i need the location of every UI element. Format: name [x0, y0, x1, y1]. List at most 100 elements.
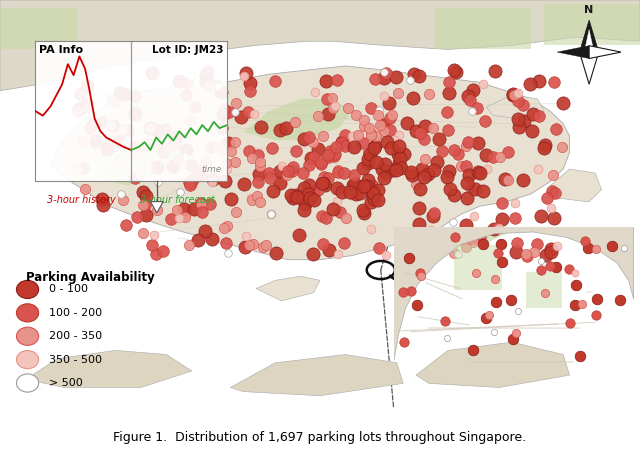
Point: [268, 187, 278, 194]
Point: [203, 67, 213, 75]
Point: [513, 308, 524, 315]
Point: [448, 218, 458, 225]
Point: [328, 206, 338, 213]
Point: [226, 148, 236, 155]
Point: [419, 156, 429, 163]
Point: [248, 241, 259, 248]
Point: [120, 141, 130, 148]
Point: [173, 155, 183, 163]
Point: [77, 137, 87, 145]
Point: [355, 184, 365, 191]
Point: [145, 125, 156, 132]
Point: [508, 336, 518, 343]
Point: [362, 182, 372, 189]
Point: [287, 167, 297, 174]
Point: [545, 262, 555, 269]
Point: [449, 67, 459, 74]
Point: [511, 249, 522, 256]
Polygon shape: [230, 355, 403, 396]
Point: [123, 126, 133, 133]
Point: [318, 241, 328, 248]
Point: [478, 188, 488, 195]
Point: [72, 165, 82, 172]
Point: [298, 195, 308, 202]
Point: [366, 131, 376, 139]
Point: [551, 125, 561, 133]
Point: [88, 120, 99, 127]
Point: [514, 124, 524, 131]
Text: 100 - 200: 100 - 200: [49, 308, 102, 318]
Point: [110, 98, 120, 106]
Text: N: N: [584, 5, 594, 15]
Point: [201, 77, 211, 84]
Point: [355, 189, 365, 197]
Point: [412, 301, 422, 308]
Point: [82, 104, 92, 111]
Point: [106, 136, 116, 143]
Point: [461, 142, 471, 149]
Point: [333, 166, 344, 173]
Point: [196, 171, 206, 178]
Point: [406, 169, 417, 176]
Point: [444, 167, 454, 174]
Point: [363, 176, 373, 183]
Point: [518, 101, 529, 109]
Point: [404, 255, 415, 262]
Point: [132, 214, 142, 221]
Point: [133, 144, 143, 151]
Point: [309, 197, 319, 204]
Point: [130, 150, 140, 158]
Point: [91, 137, 101, 145]
Point: [82, 82, 92, 90]
Point: [423, 171, 433, 178]
Point: [552, 242, 563, 250]
Point: [152, 207, 162, 214]
Point: [241, 69, 251, 77]
Point: [231, 209, 241, 216]
Point: [252, 192, 262, 199]
Point: [396, 165, 406, 172]
Point: [216, 88, 227, 95]
Point: [184, 182, 195, 189]
Point: [495, 154, 506, 161]
Point: [497, 200, 507, 207]
Point: [534, 77, 544, 84]
Polygon shape: [584, 29, 594, 52]
Point: [244, 79, 255, 87]
Point: [129, 144, 139, 151]
Point: [186, 161, 196, 169]
Text: PA Info: PA Info: [39, 45, 83, 55]
Point: [270, 77, 280, 85]
Point: [136, 162, 146, 169]
Point: [420, 123, 431, 130]
Point: [349, 172, 360, 179]
Point: [207, 236, 217, 243]
Point: [358, 122, 369, 130]
Point: [493, 250, 504, 257]
Point: [351, 191, 361, 198]
Point: [532, 241, 543, 248]
Point: [246, 155, 257, 162]
Point: [405, 76, 415, 83]
Point: [456, 162, 466, 169]
Point: [362, 155, 372, 163]
Point: [323, 154, 333, 161]
Text: > 500: > 500: [49, 378, 83, 388]
Point: [426, 226, 436, 233]
Point: [472, 140, 483, 147]
Point: [529, 248, 539, 255]
Point: [475, 234, 485, 241]
Circle shape: [17, 280, 38, 299]
Point: [550, 263, 561, 270]
Point: [346, 191, 356, 198]
Text: Lot ID: JM23: Lot ID: JM23: [152, 45, 223, 55]
Point: [153, 127, 163, 135]
Circle shape: [17, 351, 38, 369]
Point: [539, 144, 549, 151]
Point: [323, 151, 333, 159]
Bar: [525, 272, 562, 308]
Point: [222, 165, 232, 172]
Point: [305, 195, 315, 202]
Point: [340, 214, 351, 222]
Point: [394, 142, 404, 149]
